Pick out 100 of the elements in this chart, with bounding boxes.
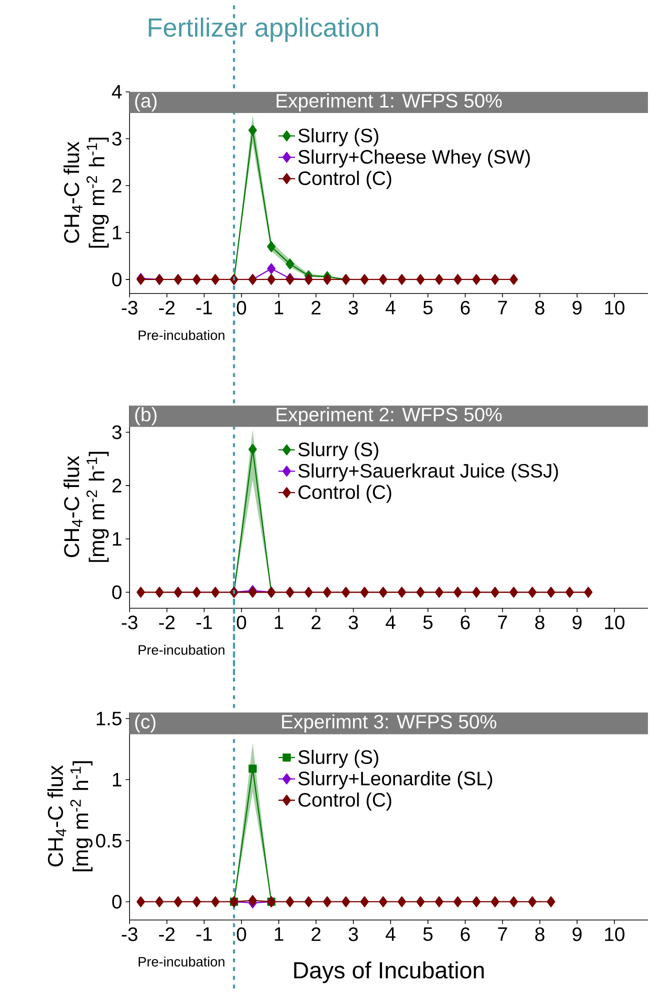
point (323, 274, 332, 285)
x-tick-label: 2 (312, 927, 321, 941)
x-tick-label: 2 (312, 300, 321, 314)
x-tick-label: 6 (460, 616, 470, 630)
point (360, 896, 369, 908)
point (211, 274, 220, 285)
point (546, 896, 556, 908)
x-tick-label: -1 (196, 616, 212, 629)
y-tick-label: 1 (113, 772, 122, 786)
point (286, 258, 294, 270)
x-tick-label: 10 (605, 616, 625, 630)
x-tick-label: 5 (423, 300, 433, 314)
x-tick-label: 4 (386, 927, 396, 941)
point (379, 896, 388, 908)
point (174, 896, 182, 908)
point (379, 586, 388, 598)
x-tick-label: 1 (275, 927, 284, 941)
point (248, 764, 257, 773)
y-tick-label: 2 (112, 178, 122, 192)
point (248, 124, 258, 136)
x-tick-label: -1 (196, 300, 212, 314)
legend-label: Slurry (S) (298, 128, 378, 146)
x-tick-label: 3 (348, 300, 358, 315)
x-tick-label: -3 (122, 300, 138, 315)
y-tick-label: 1 (113, 226, 122, 240)
x-tick-label: -1 (196, 927, 212, 941)
legend-label: Control (C) (298, 792, 392, 811)
point (398, 586, 406, 598)
point (174, 274, 182, 285)
y-tick-label: 1 (113, 532, 122, 546)
x-tick-label: 1 (275, 300, 284, 314)
point (416, 274, 425, 285)
y-tick-label: 3 (112, 425, 122, 440)
x-tick-label: -2 (159, 300, 175, 314)
x-tick-label: 8 (535, 300, 545, 315)
point (379, 274, 388, 285)
point (342, 586, 350, 598)
y-tick-label: 0 (112, 585, 122, 600)
y-tick-label: 4 (112, 85, 122, 99)
annotation: (a) (135, 93, 157, 112)
point (454, 586, 462, 598)
point (136, 896, 146, 908)
x-tick-label: 2 (312, 616, 321, 630)
point (416, 896, 425, 908)
legend-label: Slurry (S) (298, 750, 378, 768)
x-tick-label: 4 (386, 616, 396, 629)
legend-label: Slurry+Sauerkraut Juice (SSJ) (298, 463, 558, 482)
legend-label: Slurry+Leonardite (SL) (298, 771, 492, 790)
x-tick-label: 7 (498, 300, 508, 314)
x-tick-label: 10 (605, 300, 625, 315)
point (416, 586, 425, 598)
point (528, 586, 537, 598)
y-tick-label: 0.5 (96, 834, 122, 848)
point (398, 896, 406, 908)
x-tick-label: 0 (237, 616, 246, 630)
point (286, 896, 294, 908)
x-tick-label: 5 (423, 616, 433, 630)
y-tick-label: 0 (112, 894, 122, 909)
x-axis-title: Days of Incubation (294, 961, 484, 984)
point (211, 586, 220, 598)
x-tick-label: 8 (535, 927, 545, 942)
y-tick-label: 2 (112, 478, 122, 492)
point (192, 896, 202, 908)
x-tick-label: -2 (159, 927, 175, 941)
x-tick-label: -2 (159, 616, 175, 630)
chart-title: Experiment 2: WFPS 50% (276, 407, 502, 426)
point (472, 274, 481, 285)
point (267, 241, 276, 252)
y-tick-label: 1.5 (96, 712, 122, 726)
x-tick-label: 0 (237, 300, 246, 315)
point (454, 274, 462, 285)
point (435, 274, 444, 285)
x-tick-label: 7 (498, 927, 508, 941)
point (398, 274, 406, 285)
point (286, 586, 294, 598)
x-tick-label: 1 (275, 616, 284, 629)
text: Pre-incubation (138, 644, 225, 655)
point (566, 586, 574, 598)
x-tick-label: 0 (237, 927, 246, 942)
x-tick-label: 6 (460, 300, 470, 315)
point (248, 895, 258, 906)
point (342, 896, 350, 908)
annotation: (c) (135, 714, 156, 732)
x-tick-label: -3 (122, 927, 138, 942)
point (472, 586, 481, 598)
point (304, 896, 314, 908)
point (472, 896, 481, 908)
x-tick-label: 9 (572, 300, 582, 315)
point (490, 896, 500, 908)
annotation: (b) (135, 407, 157, 426)
chart-title: Experiment 1: WFPS 50% (276, 93, 502, 112)
point (267, 263, 276, 274)
point (192, 586, 202, 598)
text: Pre-incubation (138, 956, 225, 967)
point (323, 896, 332, 908)
point (211, 896, 220, 908)
point (360, 274, 369, 285)
point (435, 896, 444, 908)
point (155, 896, 164, 908)
point (490, 586, 500, 598)
